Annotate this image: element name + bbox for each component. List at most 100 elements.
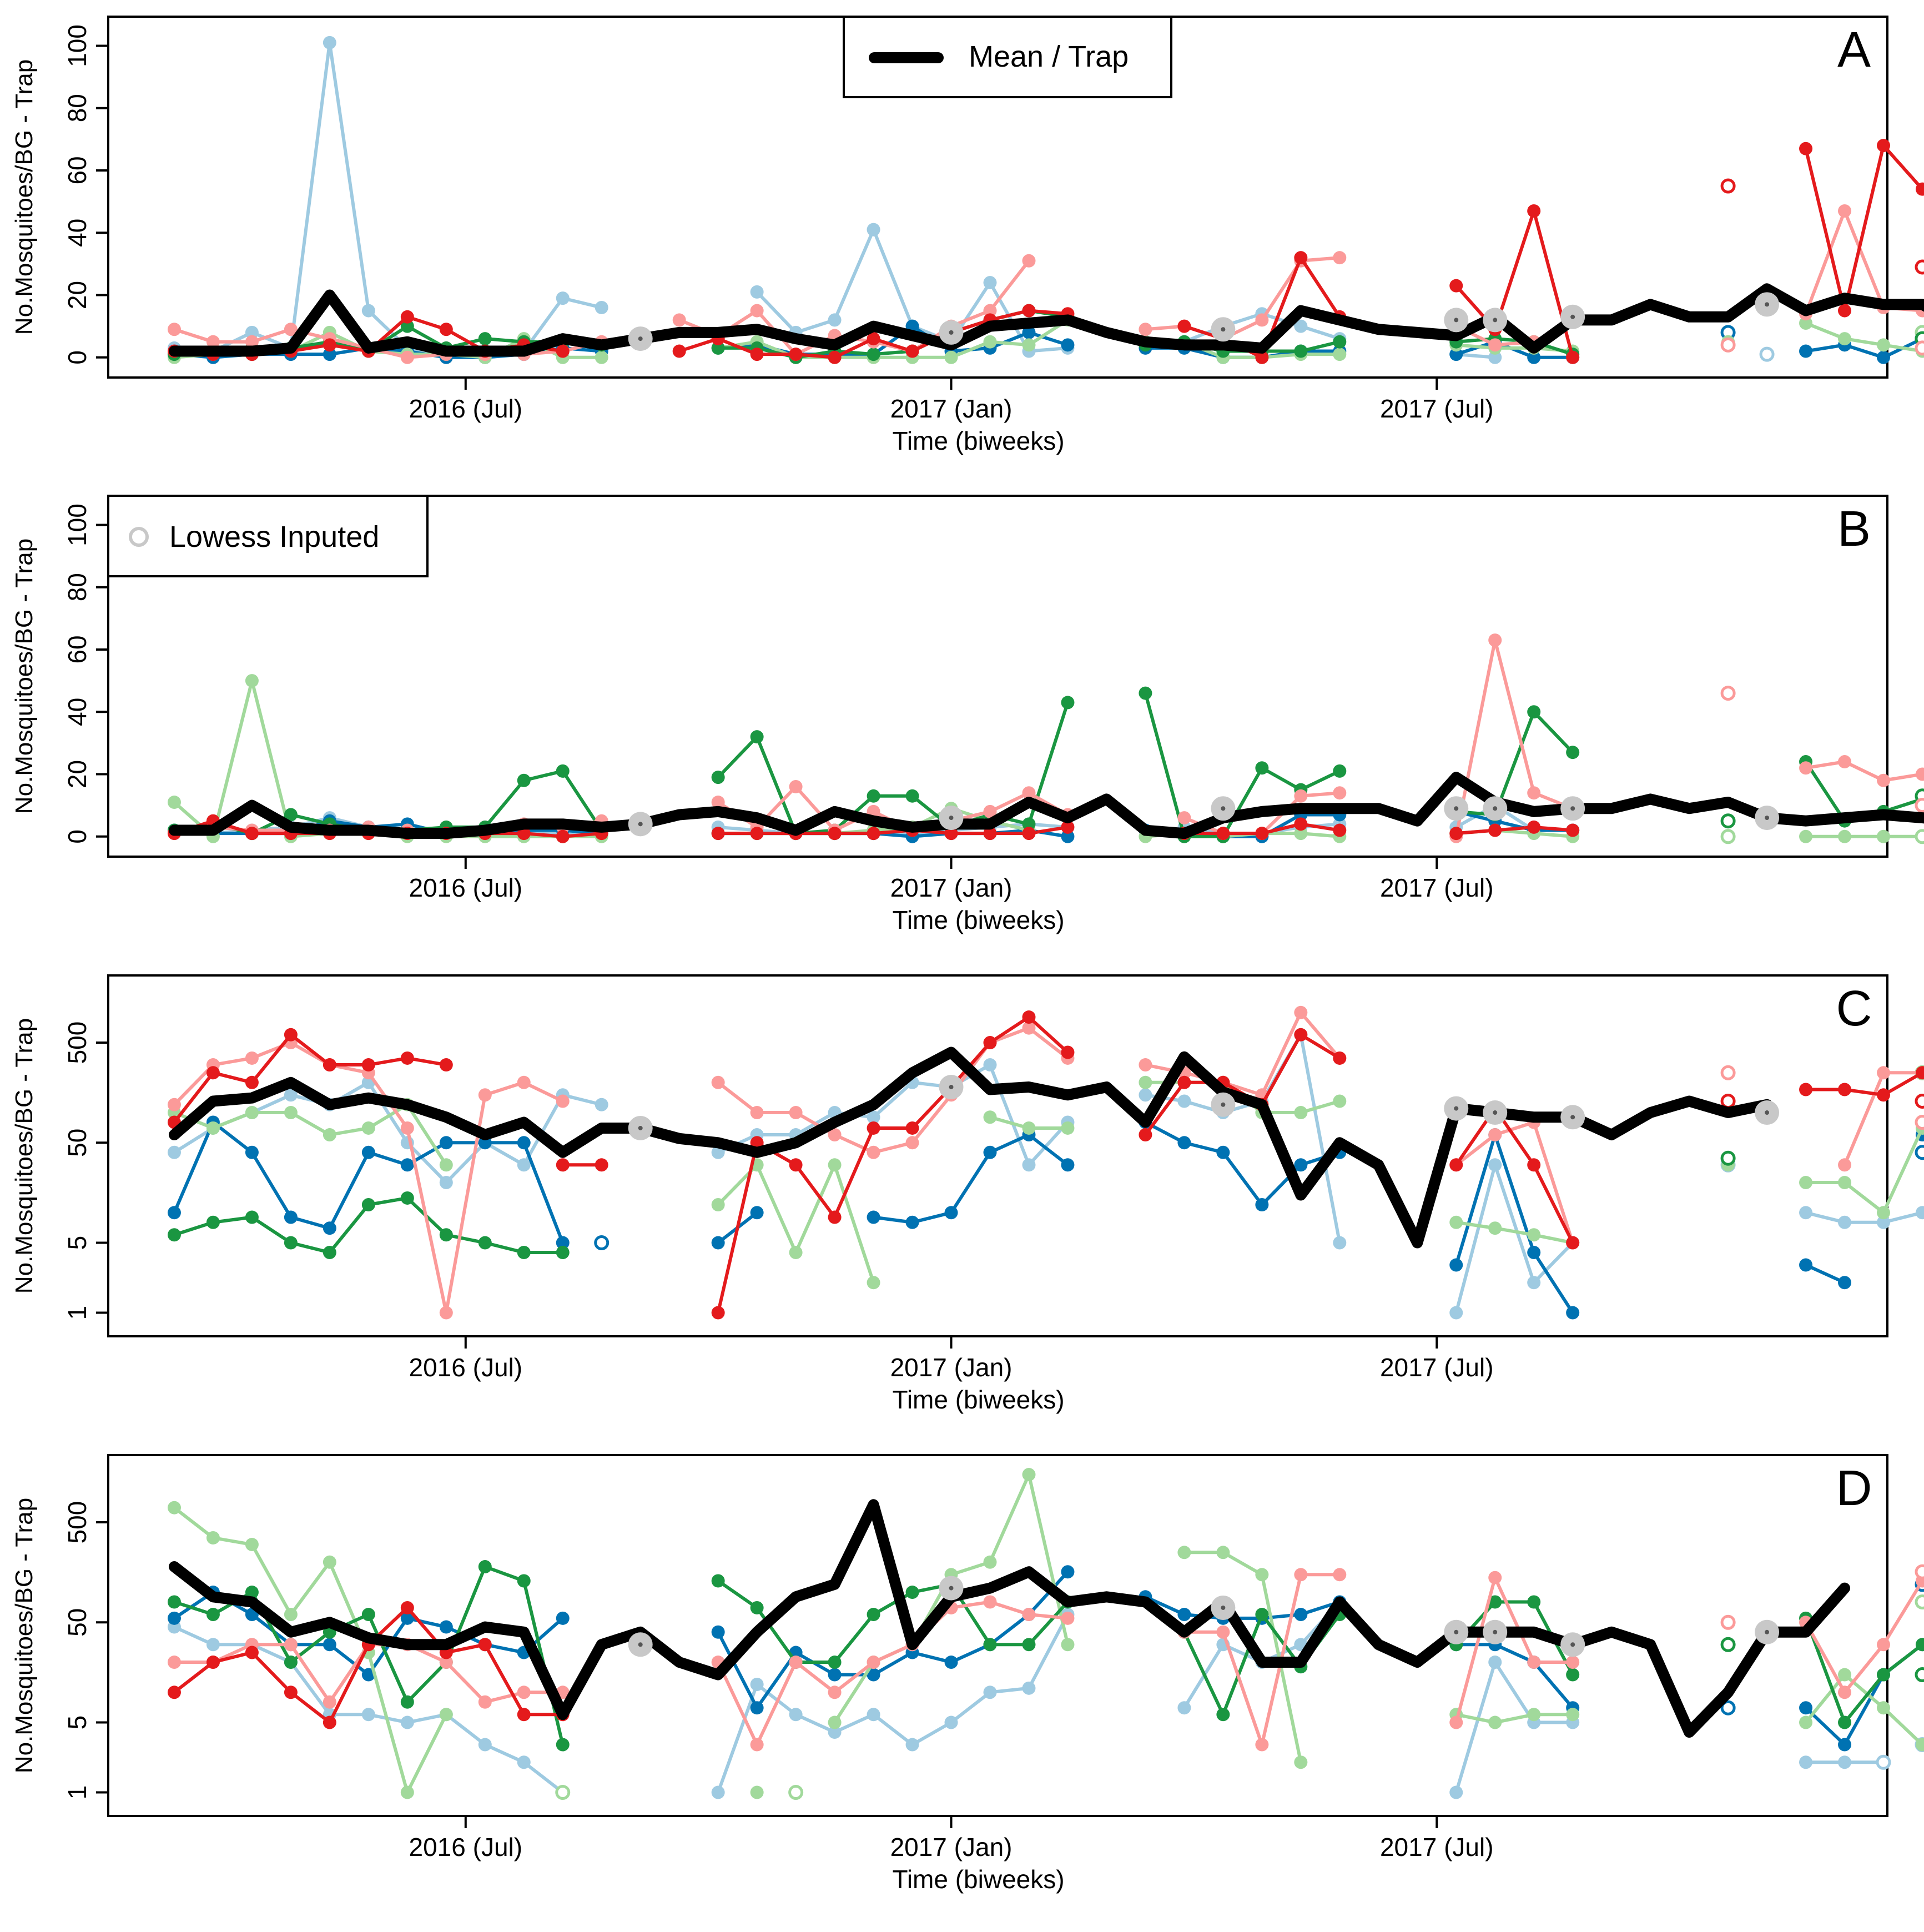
data-point — [1022, 325, 1036, 339]
data-point — [1294, 789, 1308, 803]
data-point — [983, 1638, 997, 1652]
data-point — [711, 1198, 725, 1212]
imputed-point — [1720, 1637, 1736, 1652]
series-line — [716, 1613, 1070, 1794]
data-point — [1177, 1608, 1191, 1622]
data-point — [206, 335, 220, 349]
y-axis-label: No.Mosquitoes/BG - Trap — [11, 1018, 38, 1294]
data-point — [400, 1611, 414, 1625]
imputed-point — [1759, 346, 1775, 362]
data-point — [750, 1701, 764, 1715]
legend-label: Lowess Inputed — [169, 520, 379, 554]
data-point — [867, 1656, 880, 1669]
data-point — [1488, 1715, 1502, 1729]
data-point — [983, 1110, 997, 1124]
imputed-point — [1720, 1065, 1736, 1080]
data-point — [750, 827, 764, 841]
series-line — [1804, 1579, 1924, 1694]
x-tick-label: 2017 (Jan) — [890, 1833, 1013, 1861]
data-point — [245, 1538, 259, 1552]
data-point — [1566, 1708, 1580, 1722]
x-axis-label: Time (biweeks) — [892, 1865, 1064, 1894]
data-point — [206, 1656, 220, 1669]
data-point — [1488, 1595, 1502, 1609]
data-point — [1527, 1276, 1541, 1290]
imputed-point — [1720, 1094, 1736, 1109]
data-point — [1799, 829, 1813, 843]
data-point — [517, 1686, 531, 1699]
data-point — [1333, 764, 1347, 778]
data-point — [867, 1210, 880, 1224]
imputed-center-dot — [949, 1586, 954, 1591]
series-red — [167, 139, 1924, 364]
data-point — [828, 313, 842, 327]
data-point — [1294, 1158, 1308, 1172]
data-point — [284, 1236, 298, 1250]
data-point — [1877, 1701, 1891, 1715]
data-point — [1838, 1738, 1852, 1752]
series-dark-green — [167, 686, 1924, 843]
series-line — [1804, 144, 1924, 313]
data-point — [323, 1695, 336, 1709]
data-point — [1061, 1045, 1075, 1059]
data-point — [1255, 1568, 1269, 1582]
data-point — [750, 730, 764, 744]
series-light-blue — [167, 1028, 1924, 1320]
data-point — [478, 1738, 492, 1752]
data-point — [361, 1708, 375, 1722]
data-point — [1061, 820, 1075, 834]
data-point — [400, 310, 414, 324]
data-point — [750, 304, 764, 318]
imputed-center-dot — [1570, 1642, 1575, 1647]
data-point — [556, 344, 570, 358]
data-point — [245, 1210, 259, 1224]
data-point — [245, 1106, 259, 1120]
series-line — [1454, 1661, 1575, 1794]
data-point — [983, 1036, 997, 1050]
data-point — [1449, 827, 1463, 841]
data-point — [400, 1051, 414, 1065]
data-point — [284, 1210, 298, 1224]
data-point — [245, 674, 259, 688]
data-point — [1566, 746, 1580, 759]
data-point — [167, 1145, 181, 1159]
data-point — [905, 1136, 919, 1150]
data-point — [983, 276, 997, 290]
data-point — [1022, 1021, 1036, 1035]
series-line — [168, 772, 1924, 839]
data-point — [595, 350, 608, 364]
data-point — [983, 827, 997, 841]
x-tick-label: 2017 (Jul) — [1380, 394, 1494, 423]
data-point — [556, 1611, 570, 1625]
data-point — [478, 1236, 492, 1250]
data-point — [1294, 251, 1308, 265]
data-point — [1488, 1221, 1502, 1235]
data-point — [1799, 1176, 1813, 1190]
data-point — [556, 1246, 570, 1260]
data-point — [167, 1595, 181, 1609]
x-tick-label: 2017 (Jul) — [1380, 1833, 1494, 1861]
data-point — [400, 1715, 414, 1729]
imputed-point — [1915, 1145, 1924, 1160]
data-point — [1488, 823, 1502, 837]
data-point — [323, 1638, 336, 1652]
data-point — [400, 1158, 414, 1172]
data-point — [1877, 1638, 1891, 1652]
series-line — [1804, 1616, 1924, 1724]
data-point — [517, 773, 531, 787]
data-point — [1255, 827, 1269, 841]
data-point — [983, 1555, 997, 1569]
series-line — [716, 825, 1070, 836]
data-point — [167, 1501, 181, 1515]
data-point — [867, 1276, 880, 1290]
series-line — [1454, 1163, 1575, 1315]
data-point — [284, 1638, 298, 1652]
x-tick-label: 2017 (Jul) — [1380, 1353, 1494, 1382]
data-point — [1799, 1701, 1813, 1715]
series-line — [1804, 1211, 1924, 1224]
y-tick-label: 80 — [63, 94, 92, 122]
imputed-center-dot — [1454, 1106, 1459, 1111]
data-point — [905, 1586, 919, 1599]
series-line — [716, 1063, 1070, 1167]
data-point — [1022, 1681, 1036, 1695]
